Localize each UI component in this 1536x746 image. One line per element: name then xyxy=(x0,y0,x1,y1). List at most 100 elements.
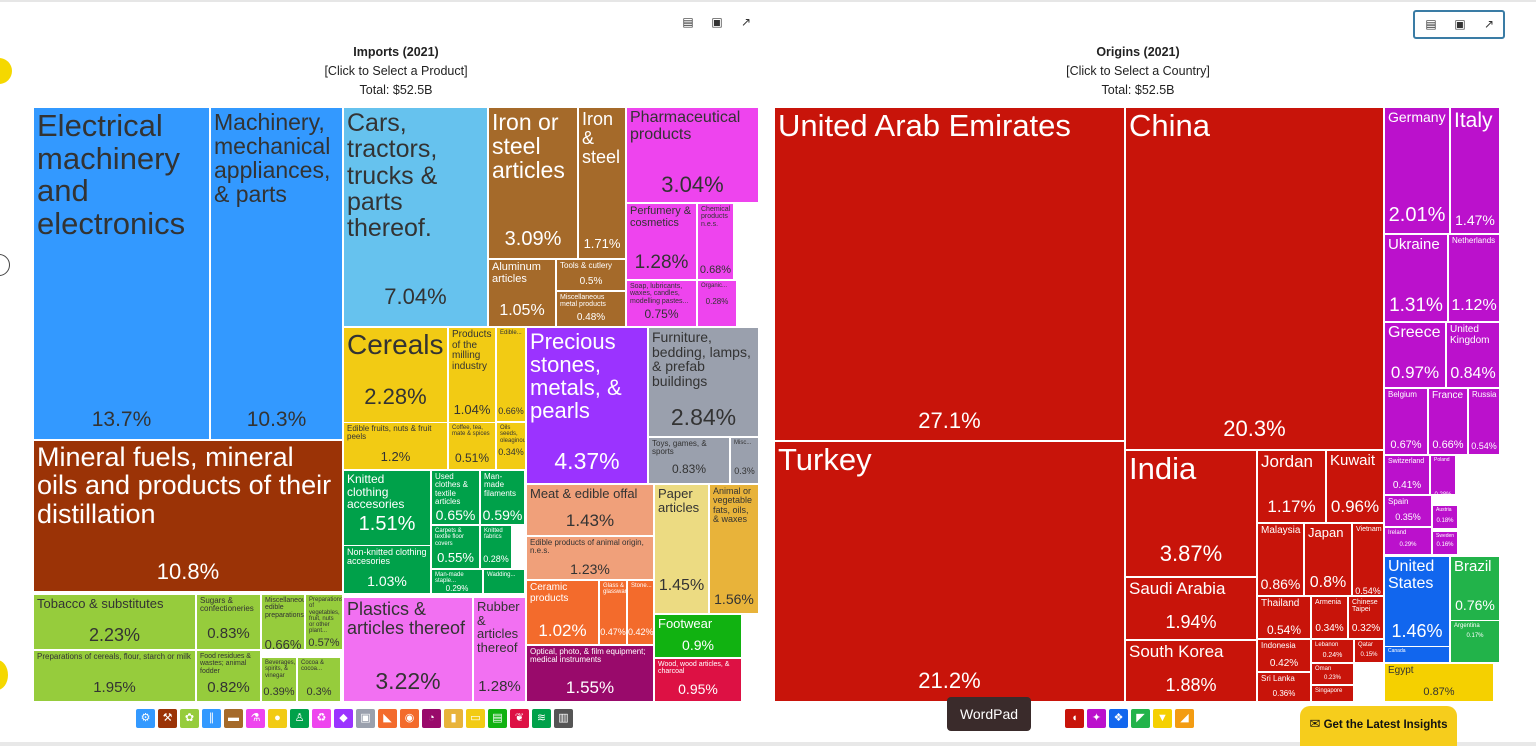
share-icon[interactable]: ↗ xyxy=(1483,17,1495,31)
product-cell[interactable]: Tobacco & substitutes 2.23% xyxy=(33,594,196,650)
country-cell[interactable]: United States 1.46% xyxy=(1384,556,1450,663)
product-cell[interactable]: Edible fruits, nuts & fruit peels 1.2% xyxy=(343,422,448,470)
product-cell[interactable]: Used clothes & textile articles 0.65% xyxy=(431,470,480,525)
product-cell[interactable]: Coffee, tea, mate & spices 0.51% xyxy=(448,422,496,470)
country-cell[interactable]: Brazil 0.76% xyxy=(1450,556,1500,624)
country-cell[interactable]: Poland 0.28% xyxy=(1430,455,1456,495)
country-cell[interactable]: United Arab Emirates 27.1% xyxy=(774,107,1125,441)
easel-icon[interactable]: ▥ xyxy=(554,709,573,728)
shirt-icon[interactable]: ♙ xyxy=(290,709,309,728)
product-cell[interactable]: Man-made filaments 0.59% xyxy=(480,470,525,525)
country-cell[interactable]: Indonesia 0.42% xyxy=(1257,639,1311,672)
origins-select-country[interactable]: [Click to Select a Country] xyxy=(1066,64,1210,78)
product-cell[interactable]: Preparations of vegetables, fruit, nuts … xyxy=(305,594,343,650)
product-cell[interactable]: Electrical machinery and electronics 13.7… xyxy=(33,107,210,440)
product-cell[interactable]: Edible... 0.66% xyxy=(496,327,526,422)
share-icon[interactable]: ↗ xyxy=(740,15,752,29)
image-icon[interactable]: ▣ xyxy=(1454,17,1466,31)
product-cell[interactable]: Wood, wood articles, & charcoal 0.95% xyxy=(654,658,742,702)
country-cell[interactable]: Kuwait 0.96% xyxy=(1326,450,1384,523)
product-cell[interactable]: Oils seeds, oleaginous... 0.34% xyxy=(496,422,526,470)
gauge-icon[interactable]: ◔ xyxy=(422,709,441,728)
product-cell[interactable]: Aluminum articles 1.05% xyxy=(488,259,556,327)
tool-icon[interactable]: ⚒ xyxy=(158,709,177,728)
package-icon[interactable]: ▣ xyxy=(356,709,375,728)
country-cell[interactable]: Singapore xyxy=(1311,685,1354,702)
product-cell[interactable]: Misc... 0.3% xyxy=(730,437,759,484)
recycle-icon[interactable]: ♻ xyxy=(312,709,331,728)
product-cell[interactable]: Carpets & textile floor covers 0.55% xyxy=(431,525,480,569)
country-cell[interactable]: Sri Lanka 0.36% xyxy=(1257,672,1311,702)
country-cell[interactable]: India 3.87% xyxy=(1125,450,1257,577)
textile-icon[interactable]: ≋ xyxy=(532,709,551,728)
country-cell[interactable]: Turkey 21.2% xyxy=(774,441,1125,702)
country-cell[interactable]: Oman 0.23% xyxy=(1311,663,1354,685)
product-cell[interactable]: Toys, games, & sports 0.83% xyxy=(648,437,730,484)
country-cell[interactable]: South Korea 1.88% xyxy=(1125,640,1257,702)
product-cell[interactable]: Perfumery & cosmetics 1.28% xyxy=(626,203,697,280)
product-cell[interactable]: Glass & glassware... 0.47% xyxy=(599,580,627,645)
product-cell[interactable]: Meat & edible offal 1.43% xyxy=(526,484,654,536)
europe-icon[interactable]: ❖ xyxy=(1109,709,1128,728)
country-cell[interactable]: Saudi Arabia 1.94% xyxy=(1125,577,1257,640)
country-cell[interactable]: Belgium 0.67% xyxy=(1384,388,1428,455)
product-cell[interactable]: Miscellaneous metal products 0.48% xyxy=(556,291,626,327)
country-cell[interactable]: Ireland 0.29% xyxy=(1384,527,1432,555)
country-cell[interactable]: Spain 0.35% xyxy=(1384,495,1432,527)
product-cell[interactable]: Non-knitted clothing accesories 1.03% xyxy=(343,545,431,594)
side-bubble-top[interactable] xyxy=(0,58,12,84)
country-cell[interactable]: Armenia 0.34% xyxy=(1311,596,1348,639)
country-cell[interactable]: Qatar 0.15% xyxy=(1354,639,1384,663)
country-cell[interactable]: Jordan 1.17% xyxy=(1257,450,1326,523)
product-cell[interactable]: Iron or steel articles 3.09% xyxy=(488,107,578,259)
product-cell[interactable]: Paper articles 1.45% xyxy=(654,484,709,614)
product-cell[interactable]: Soap, lubricants, waxes, candles, modell… xyxy=(626,280,697,327)
bottle-icon[interactable]: ▮ xyxy=(444,709,463,728)
product-cell[interactable]: Rubber & articles thereof 1.28% xyxy=(473,597,526,702)
country-cell[interactable]: Netherlands 1.12% xyxy=(1448,234,1500,322)
country-cell[interactable]: Argentina 0.17% xyxy=(1450,620,1500,663)
country-cell[interactable]: Russia 0.54% xyxy=(1468,388,1500,455)
gem-icon[interactable]: ◆ xyxy=(334,709,353,728)
flask-icon[interactable]: ⚗ xyxy=(246,709,265,728)
country-cell[interactable]: France 0.66% xyxy=(1428,388,1468,455)
product-cell[interactable]: Iron & steel 1.71% xyxy=(578,107,626,259)
product-cell[interactable]: Furniture, bedding, lamps, & prefab buil… xyxy=(648,327,759,437)
product-cell[interactable]: Preparations of cereals, flour, starch o… xyxy=(33,650,196,702)
imports-select-product[interactable]: [Click to Select a Product] xyxy=(324,64,468,78)
country-cell[interactable]: Chinese Taipei 0.32% xyxy=(1348,596,1384,639)
product-cell[interactable]: Organic... 0.28% xyxy=(697,280,737,327)
product-cell[interactable]: Miscellaneous edible preparations 0.66% xyxy=(261,594,305,650)
country-cell[interactable]: United Kingdom 0.84% xyxy=(1446,322,1500,388)
image-icon[interactable]: ▣ xyxy=(711,15,723,29)
product-cell[interactable]: Beverages, spirits, & vinegar 0.39% xyxy=(261,657,297,702)
box-icon[interactable]: ▬ xyxy=(224,709,243,728)
product-cell[interactable]: Food residues & wastes; animal fodder 0.8… xyxy=(196,650,261,702)
country-cell[interactable]: Malaysia 0.86% xyxy=(1257,523,1304,596)
north-america-icon[interactable]: ◤ xyxy=(1131,709,1150,728)
country-cell[interactable]: Canada xyxy=(1384,646,1450,663)
asia-icon[interactable]: ✦ xyxy=(1087,709,1106,728)
fruit-icon[interactable]: ● xyxy=(268,709,287,728)
product-cell[interactable]: Footwear 0.9% xyxy=(654,614,742,658)
country-cell[interactable]: Switzerland 0.41% xyxy=(1384,455,1430,495)
country-cell[interactable]: Austria 0.18% xyxy=(1432,505,1458,529)
country-cell[interactable]: Japan 0.8% xyxy=(1304,523,1352,596)
country-cell[interactable]: Thailand 0.54% xyxy=(1257,596,1311,639)
country-cell[interactable]: Lebanon 0.24% xyxy=(1311,639,1354,663)
country-cell[interactable]: Egypt 0.87% xyxy=(1384,663,1494,702)
table-icon[interactable]: ▤ xyxy=(1425,17,1437,31)
product-cell[interactable]: Animal or vegetable fats, oils, & waxes 1… xyxy=(709,484,759,614)
product-cell[interactable]: Pharmaceutical products 3.04% xyxy=(626,107,759,203)
table-icon[interactable]: ▤ xyxy=(682,15,694,29)
product-cell[interactable]: Plastics & articles thereof 3.22% xyxy=(343,597,473,702)
product-cell[interactable]: Cocoa & cocoa... 0.3% xyxy=(297,657,341,702)
product-cell[interactable]: Ceramic products 1.02% xyxy=(526,580,599,645)
product-cell[interactable]: Stone... 0.42% xyxy=(627,580,654,645)
country-cell[interactable]: Italy 1.47% xyxy=(1450,107,1500,234)
road-icon[interactable]: ∥ xyxy=(202,709,221,728)
product-cell[interactable]: Sugars & confectioneries 0.83% xyxy=(196,594,261,650)
oceania-icon[interactable]: ◢ xyxy=(1175,709,1194,728)
product-cell[interactable]: Machinery, mechanical appliances, & part… xyxy=(210,107,343,440)
product-cell[interactable]: Optical, photo, & film equipment; medica… xyxy=(526,645,654,702)
